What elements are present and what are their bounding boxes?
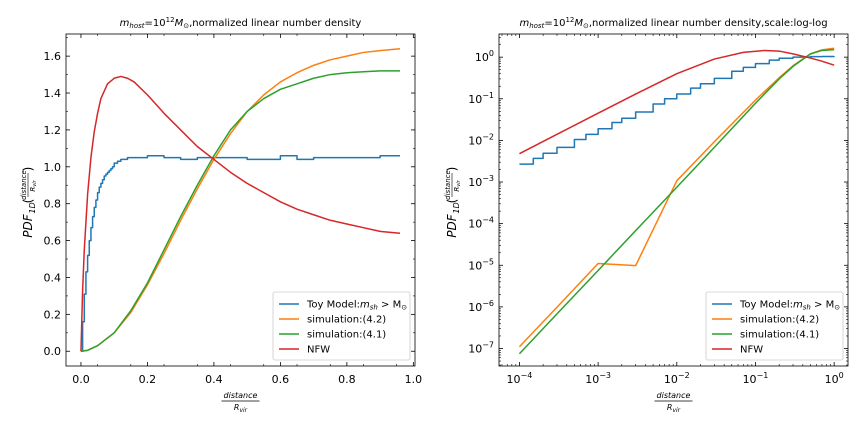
legend: Toy Model:msh > M⊙ simulation:(4.2) simula… <box>272 291 411 361</box>
legend: Toy Model:msh > M⊙ simulation:(4.2) simula… <box>705 291 844 361</box>
x-tick-label: 0.8 <box>338 373 356 386</box>
svg-text:(: ( <box>445 199 459 204</box>
svg-text:distance: distance <box>444 170 452 200</box>
x-axis-label: distance Rvir <box>221 391 260 414</box>
axes-frame <box>498 33 849 367</box>
x-tick-label: 0.6 <box>272 373 290 386</box>
x-tick-label: 10−1 <box>743 371 769 386</box>
legend-label-1: simulation:(4.2) <box>307 315 386 326</box>
y-tick-label: 10−6 <box>468 299 494 314</box>
svg-text:1D: 1D <box>452 202 461 213</box>
y-tick-label: 0.4 <box>44 271 62 284</box>
svg-text:PDF: PDF <box>21 213 35 237</box>
y-tick-label: 10−2 <box>468 132 494 147</box>
svg-text:Rvir: Rvir <box>29 179 38 191</box>
svg-text:distance: distance <box>20 170 28 200</box>
series-line-0 <box>519 55 835 165</box>
y-tick-label: 1.2 <box>44 124 62 137</box>
y-tick-label: 1.6 <box>44 50 62 63</box>
x-tick-label: 10−2 <box>664 371 690 386</box>
x-label-numerator: distance <box>224 391 258 400</box>
svg-text:PDF: PDF <box>445 213 459 237</box>
x-label-numerator: distance <box>657 391 691 400</box>
x-label-denominator: Rvir <box>667 403 681 414</box>
legend-label-2: simulation:(4.1) <box>740 330 819 341</box>
y-tick-label: 0.6 <box>44 235 62 248</box>
legend-label-3: NFW <box>740 345 763 356</box>
x-tick-label: 0.2 <box>139 373 157 386</box>
x-tick-label: 0.0 <box>72 373 90 386</box>
x-tick-label: 10−3 <box>585 371 611 386</box>
series-line-3 <box>519 49 835 155</box>
y-tick-label: 0.2 <box>44 308 62 321</box>
svg-text:1D: 1D <box>28 202 37 213</box>
x-label-denominator: Rvir <box>234 403 248 414</box>
loglog-panel: mhost=1012M⊙,normalized linear number de… <box>444 16 849 414</box>
x-tick-label: 10−4 <box>507 371 533 386</box>
linear-panel: mhost=1012M⊙,normalized linear number de… <box>20 16 422 414</box>
x-tick-label: 0.4 <box>205 373 223 386</box>
series-line-0 <box>80 154 401 352</box>
x-tick-label: 1.0 <box>405 373 423 386</box>
series-line-2 <box>80 70 401 352</box>
svg-text:): ) <box>21 167 35 172</box>
svg-text:Rvir: Rvir <box>453 179 462 191</box>
x-tick-label: 100 <box>825 371 844 386</box>
y-tick-label: 10−1 <box>468 91 494 106</box>
y-tick-label: 0.8 <box>44 198 62 211</box>
svg-text:(: ( <box>21 199 35 204</box>
y-tick-label: 10−5 <box>468 257 494 272</box>
y-tick-label: 100 <box>475 49 494 64</box>
y-tick-label: 1.4 <box>44 87 62 100</box>
svg-text:): ) <box>445 167 459 172</box>
legend-label-3: NFW <box>307 345 330 356</box>
legend-label-1: simulation:(4.2) <box>740 315 819 326</box>
axes-frame <box>65 33 416 367</box>
series-line-2 <box>518 48 835 355</box>
y-tick-label: 10−7 <box>468 341 494 356</box>
x-axis-label: distance Rvir <box>654 391 693 414</box>
y-tick-label: 1.0 <box>44 161 62 174</box>
y-tick-label: 10−3 <box>468 174 494 189</box>
chart-title: mhost=1012M⊙,normalized linear number de… <box>519 16 827 30</box>
y-tick-label: 10−4 <box>468 216 494 231</box>
legend-label-0: Toy Model:msh > M⊙ <box>306 300 407 312</box>
series-line-3 <box>80 75 401 352</box>
y-tick-label: 0.0 <box>44 345 62 358</box>
legend-label-0: Toy Model:msh > M⊙ <box>739 300 840 312</box>
legend-label-2: simulation:(4.1) <box>307 330 386 341</box>
chart-title: mhost=1012M⊙,normalized linear number de… <box>120 16 362 30</box>
